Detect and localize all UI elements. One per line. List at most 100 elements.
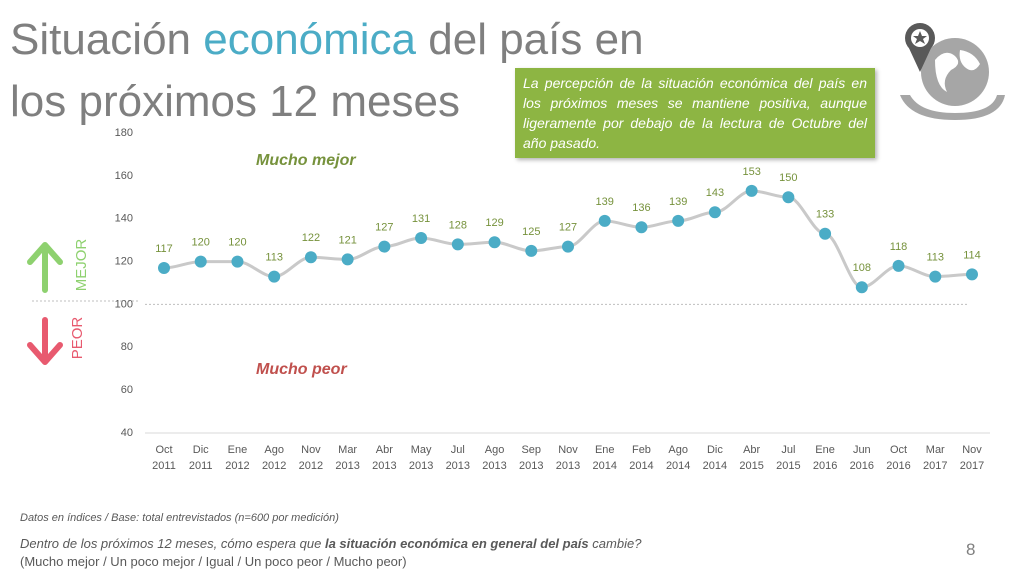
x-tick-label: 2014: [592, 460, 616, 472]
value-label: 139: [669, 196, 687, 208]
x-tick-label: Jul: [451, 444, 465, 456]
value-label: 129: [485, 217, 503, 229]
x-tick-label: Abr: [376, 444, 393, 456]
y-tick-label: 60: [121, 384, 133, 396]
marker: [268, 270, 281, 283]
value-label: 127: [559, 221, 577, 233]
x-tick-label: Feb: [632, 444, 651, 456]
value-label: 143: [706, 187, 724, 199]
x-tick-label: 2016: [850, 460, 874, 472]
value-label: 125: [522, 226, 540, 238]
value-label: 121: [338, 234, 356, 246]
marker: [231, 255, 244, 268]
x-tick-label: Nov: [301, 444, 321, 456]
question: Dentro de los próximos 12 meses, cómo es…: [20, 535, 641, 571]
x-tick-label: 2013: [482, 460, 506, 472]
upper-annotation: Mucho mejor: [256, 152, 356, 169]
callout: La percepción de la situación económica …: [515, 68, 875, 158]
title-part: del país en: [428, 15, 644, 64]
value-label: 113: [265, 251, 283, 263]
x-tick-label: 2016: [886, 460, 910, 472]
y-tick-label: 100: [115, 298, 133, 310]
x-tick-label: Jul: [781, 444, 795, 456]
y-tick-label: 180: [115, 127, 133, 139]
value-label: 131: [412, 213, 430, 225]
x-tick-label: 2015: [739, 460, 763, 472]
marker: [672, 214, 685, 227]
y-tick-label: 120: [115, 255, 133, 267]
y-tick-label: 160: [115, 170, 133, 182]
x-tick-label: Nov: [558, 444, 578, 456]
x-tick-label: 2011: [152, 460, 176, 472]
lower-annotation: Mucho peor: [256, 361, 347, 378]
value-label: 113: [926, 251, 944, 263]
x-tick-label: 2017: [923, 460, 947, 472]
marker: [451, 238, 464, 251]
x-tick-label: 2011: [189, 460, 213, 472]
marker: [635, 221, 648, 234]
x-tick-label: Ago: [264, 444, 284, 456]
marker: [341, 253, 354, 266]
x-tick-label: Ene: [595, 444, 615, 456]
marker: [525, 244, 538, 257]
x-tick-label: 2014: [629, 460, 653, 472]
better-label: MEJOR: [73, 239, 90, 292]
x-tick-label: Mar: [338, 444, 357, 456]
value-label: 120: [192, 236, 210, 248]
marker: [415, 232, 428, 244]
x-tick-label: Dic: [193, 444, 209, 456]
marker: [929, 270, 942, 283]
options: (Mucho mejor / Un poco mejor / Igual / U…: [20, 554, 407, 569]
value-label: 114: [963, 249, 981, 261]
title-line-1: Situación económica del país en: [10, 18, 644, 62]
worse-label: PEOR: [69, 317, 86, 360]
x-tick-label: Mar: [926, 444, 945, 456]
marker: [708, 206, 721, 219]
value-label: 108: [853, 262, 871, 274]
title-line-2: los próximos 12 meses: [10, 77, 460, 126]
x-tick-label: 2013: [556, 460, 580, 472]
x-tick-label: Nov: [962, 444, 982, 456]
marker: [304, 251, 317, 264]
arrows: [27, 242, 140, 365]
y-tick-label: 40: [121, 427, 133, 439]
marker: [819, 227, 832, 240]
marker: [966, 268, 978, 281]
value-label: 117: [155, 243, 173, 255]
value-label: 120: [228, 236, 246, 248]
x-tick-label: 2015: [776, 460, 800, 472]
title-accent: económica: [203, 15, 417, 64]
x-tick-label: Jun: [853, 444, 871, 456]
x-tick-label: 2013: [519, 460, 543, 472]
value-label: 118: [890, 241, 908, 253]
page-number: 8: [966, 540, 976, 559]
value-label: 136: [632, 202, 650, 214]
x-tick-label: Dic: [707, 444, 723, 456]
title-part: Situación: [10, 15, 192, 64]
marker: [745, 184, 758, 197]
value-label: 150: [779, 172, 797, 184]
x-tick-label: 2013: [335, 460, 359, 472]
x-tick-label: 2013: [372, 460, 396, 472]
y-tick-label: 80: [121, 341, 133, 353]
marker: [194, 255, 207, 268]
marker: [562, 240, 574, 253]
x-tick-label: Ene: [815, 444, 835, 456]
marker: [378, 240, 391, 253]
marker: [598, 214, 611, 227]
x-tick-label: 2013: [446, 460, 470, 472]
x-tick-label: Abr: [743, 444, 760, 456]
x-tick-label: Oct: [890, 444, 907, 456]
x-tick-label: 2014: [666, 460, 690, 472]
marker: [158, 262, 170, 274]
x-tick-label: Ago: [668, 444, 688, 456]
x-tick-label: Oct: [155, 444, 172, 456]
x-tick-label: Sep: [521, 444, 541, 456]
value-label: 128: [449, 219, 467, 231]
footnote: Datos en índices / Base: total entrevist…: [20, 512, 339, 524]
marker: [782, 191, 795, 204]
y-tick-label: 140: [115, 213, 133, 225]
question-part: Dentro de los próximos 12 meses, cómo es…: [20, 536, 322, 551]
